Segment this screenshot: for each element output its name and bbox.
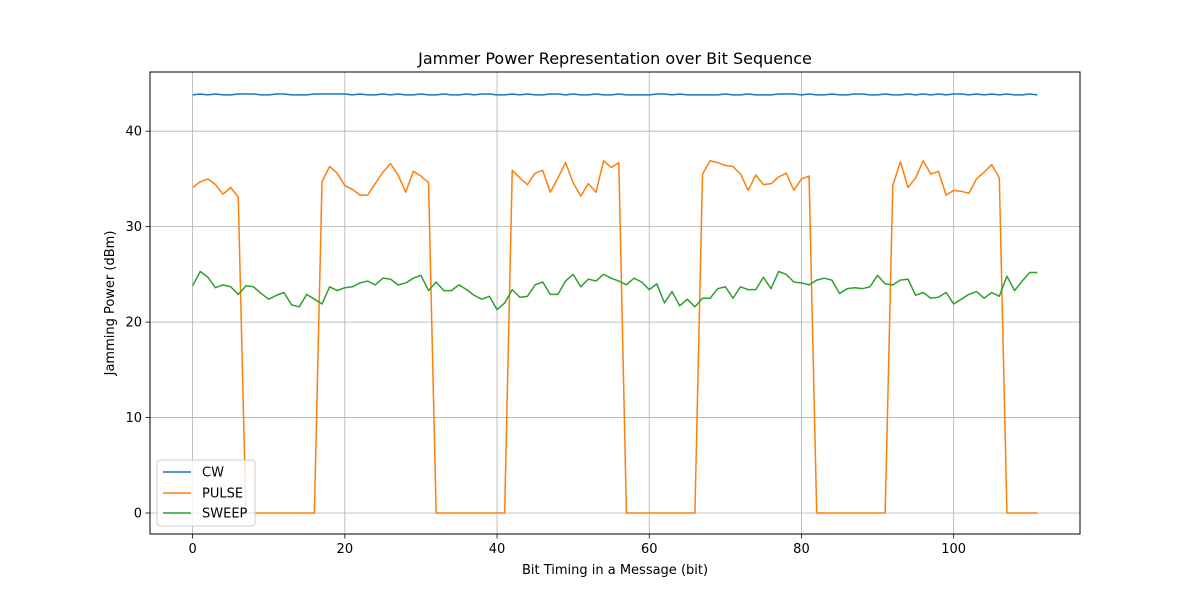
x-tick-label: 100 [941, 542, 966, 557]
series-line-sweep [191, 270, 1038, 311]
axis-ticks: 0 20 40 60 80 100 0 10 20 30 40 [125, 125, 966, 557]
x-tick-label: 80 [793, 542, 810, 557]
y-tick-label: 30 [125, 220, 142, 235]
x-tick-label: 20 [337, 542, 354, 557]
series-line-cw [192, 93, 1038, 96]
x-tick-label: 40 [489, 542, 506, 557]
chart-title: Jammer Power Representation over Bit Seq… [417, 49, 812, 68]
y-tick-label: 10 [125, 411, 142, 426]
series-line-pulse [192, 160, 1038, 514]
series-lines [191, 93, 1038, 514]
legend-label-cw: CW [202, 466, 224, 481]
legend: CW PULSE SWEEP [156, 459, 256, 527]
x-axis-label: Bit Timing in a Message (bit) [522, 563, 708, 578]
x-tick-label: 60 [641, 542, 658, 557]
x-tick-label: 0 [188, 542, 196, 557]
y-tick-label: 40 [125, 125, 142, 140]
y-tick-label: 0 [134, 507, 142, 522]
y-tick-label: 20 [125, 316, 142, 331]
legend-label-pulse: PULSE [202, 487, 243, 502]
plot-frame [149, 71, 1081, 535]
y-axis-label: Jamming Power (dBm) [103, 231, 118, 377]
legend-label-sweep: SWEEP [202, 507, 248, 522]
legend-box [156, 459, 256, 527]
